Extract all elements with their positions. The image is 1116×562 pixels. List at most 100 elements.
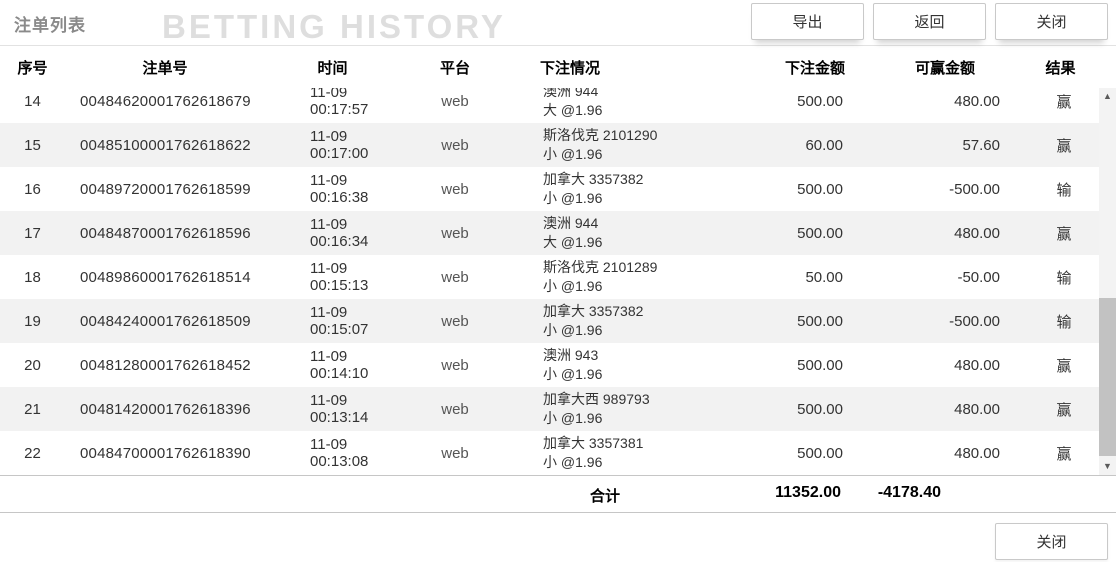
detail-line1: 斯洛伐克 2101289 bbox=[543, 259, 658, 275]
cell-platform: web bbox=[441, 224, 469, 242]
cell-seq: 15 bbox=[24, 136, 41, 154]
detail-line2: 小 @1.96 bbox=[543, 454, 603, 470]
cell-detail: 斯洛伐克 2101290 小 @1.96 bbox=[510, 126, 755, 164]
cell-seq: 21 bbox=[24, 400, 41, 418]
cell-seq: 20 bbox=[24, 356, 41, 374]
table-rows: 14 00484620001762618679 11-09 00:17:57 w… bbox=[0, 88, 1099, 475]
cell-seq: 17 bbox=[24, 224, 41, 242]
cell-time: 11-09 00:13:14 bbox=[310, 392, 369, 426]
col-header-amount: 下注金额 bbox=[784, 59, 845, 77]
scroll-up-button[interactable]: ▲ bbox=[1099, 88, 1116, 105]
cell-platform: web bbox=[441, 268, 469, 286]
table-row: 18 00489860001762618514 11-09 00:15:13 w… bbox=[0, 255, 1099, 299]
table-row: 16 00489720001762618599 11-09 00:16:38 w… bbox=[0, 167, 1099, 211]
scroll-down-button[interactable]: ▼ bbox=[1099, 458, 1116, 475]
detail-line2: 小 @1.96 bbox=[543, 146, 603, 162]
col-header-bet-no: 注单号 bbox=[142, 59, 188, 77]
cell-platform: web bbox=[441, 356, 469, 374]
table-row: 21 00481420001762618396 11-09 00:13:14 w… bbox=[0, 387, 1099, 431]
detail-line1: 加拿大 3357382 bbox=[543, 171, 644, 187]
cell-winnable: 480.00 bbox=[954, 444, 1000, 462]
cell-winnable: 480.00 bbox=[954, 92, 1000, 110]
table-row: 19 00484240001762618509 11-09 00:15:07 w… bbox=[0, 299, 1099, 343]
detail-line2: 小 @1.96 bbox=[543, 366, 603, 382]
cell-result: 赢 bbox=[1056, 357, 1072, 375]
cell-result: 赢 bbox=[1056, 137, 1072, 155]
close-button-bottom[interactable]: 关闭 bbox=[995, 523, 1108, 560]
cell-bet-no: 00484700001762618390 bbox=[80, 444, 251, 462]
cell-seq: 14 bbox=[24, 92, 41, 110]
col-header-winnable: 可赢金额 bbox=[914, 59, 975, 77]
cell-detail: 澳洲 944 大 @1.96 bbox=[510, 214, 755, 252]
cell-amount: 50.00 bbox=[805, 268, 843, 286]
cell-amount: 500.00 bbox=[797, 224, 843, 242]
summary-label: 合计 bbox=[589, 488, 620, 505]
col-header-platform: 平台 bbox=[439, 59, 470, 77]
cell-time: 11-09 00:15:13 bbox=[310, 260, 369, 294]
export-button[interactable]: 导出 bbox=[751, 3, 864, 40]
cell-bet-no: 00481420001762618396 bbox=[80, 400, 251, 418]
summary-total-amount: 11352.00 bbox=[775, 484, 841, 501]
table-row: 20 00481280001762618452 11-09 00:14:10 w… bbox=[0, 343, 1099, 387]
detail-line2: 小 @1.96 bbox=[543, 410, 603, 426]
top-button-group: 导出 返回 关闭 bbox=[751, 3, 1108, 40]
cell-platform: web bbox=[441, 92, 469, 110]
cell-detail: 加拿大 3357381 小 @1.96 bbox=[510, 434, 755, 472]
cell-time: 11-09 00:16:38 bbox=[310, 172, 369, 206]
cell-winnable: 480.00 bbox=[954, 356, 1000, 374]
cell-time: 11-09 00:17:57 bbox=[310, 88, 369, 118]
cell-bet-no: 00481280001762618452 bbox=[80, 356, 251, 374]
table-header-row: 序号 注单号 时间 平台 下注情况 下注金额 可赢金额 结果 bbox=[0, 46, 1116, 88]
cell-result: 赢 bbox=[1056, 93, 1072, 111]
vertical-scrollbar[interactable]: ▲ ▼ bbox=[1099, 88, 1116, 475]
cell-result: 输 bbox=[1056, 269, 1072, 287]
detail-line1: 加拿大 3357382 bbox=[543, 303, 644, 319]
cell-detail: 澳洲 943 小 @1.96 bbox=[510, 346, 755, 384]
cell-result: 赢 bbox=[1056, 225, 1072, 243]
detail-line2: 大 @1.96 bbox=[543, 102, 603, 118]
cell-result: 赢 bbox=[1056, 401, 1072, 419]
cell-time: 11-09 00:15:07 bbox=[310, 304, 369, 338]
cell-platform: web bbox=[441, 400, 469, 418]
cell-winnable: -500.00 bbox=[949, 312, 1000, 330]
table-row: 17 00484870001762618596 11-09 00:16:34 w… bbox=[0, 211, 1099, 255]
detail-line1: 斯洛伐克 2101290 bbox=[543, 127, 658, 143]
summary-total-winnable: -4178.40 bbox=[877, 484, 941, 501]
cell-amount: 500.00 bbox=[797, 356, 843, 374]
cell-bet-no: 00484870001762618596 bbox=[80, 224, 251, 242]
cell-amount: 500.00 bbox=[797, 312, 843, 330]
cell-bet-no: 00489860001762618514 bbox=[80, 268, 251, 286]
bottom-bar: 关闭 bbox=[0, 513, 1116, 562]
col-header-detail: 下注情况 bbox=[540, 59, 601, 77]
detail-line1: 澳洲 944 bbox=[543, 88, 599, 99]
cell-detail: 加拿大 3357382 小 @1.96 bbox=[510, 302, 755, 340]
cell-detail: 斯洛伐克 2101289 小 @1.96 bbox=[510, 258, 755, 296]
cell-seq: 18 bbox=[24, 268, 41, 286]
table-row: 14 00484620001762618679 11-09 00:17:57 w… bbox=[0, 88, 1099, 123]
cell-result: 输 bbox=[1056, 181, 1072, 199]
cell-time: 11-09 00:13:08 bbox=[310, 436, 369, 470]
watermark-text: BETTING HISTORY bbox=[162, 8, 506, 45]
col-header-time: 时间 bbox=[317, 59, 348, 77]
table-row: 15 00485100001762618622 11-09 00:17:00 w… bbox=[0, 123, 1099, 167]
detail-line2: 小 @1.96 bbox=[543, 322, 603, 338]
scroll-down-icon: ▼ bbox=[1103, 461, 1112, 471]
cell-detail: 澳洲 944 大 @1.96 bbox=[510, 88, 755, 120]
cell-winnable: 57.60 bbox=[962, 136, 1000, 154]
col-header-seq: 序号 bbox=[17, 59, 48, 77]
detail-line2: 小 @1.96 bbox=[543, 190, 603, 206]
detail-line1: 澳洲 944 bbox=[543, 215, 599, 231]
close-button-top[interactable]: 关闭 bbox=[995, 3, 1108, 40]
cell-seq: 19 bbox=[24, 312, 41, 330]
scrollbar-thumb[interactable] bbox=[1099, 298, 1116, 456]
cell-result: 输 bbox=[1056, 313, 1072, 331]
back-button[interactable]: 返回 bbox=[873, 3, 986, 40]
cell-seq: 16 bbox=[24, 180, 41, 198]
cell-bet-no: 00489720001762618599 bbox=[80, 180, 251, 198]
cell-amount: 500.00 bbox=[797, 180, 843, 198]
table-row: 22 00484700001762618390 11-09 00:13:08 w… bbox=[0, 431, 1099, 475]
table-body-viewport: 14 00484620001762618679 11-09 00:17:57 w… bbox=[0, 88, 1116, 475]
page-title: 注单列表 bbox=[14, 16, 86, 35]
cell-amount: 60.00 bbox=[805, 136, 843, 154]
cell-detail: 加拿大 3357382 小 @1.96 bbox=[510, 170, 755, 208]
